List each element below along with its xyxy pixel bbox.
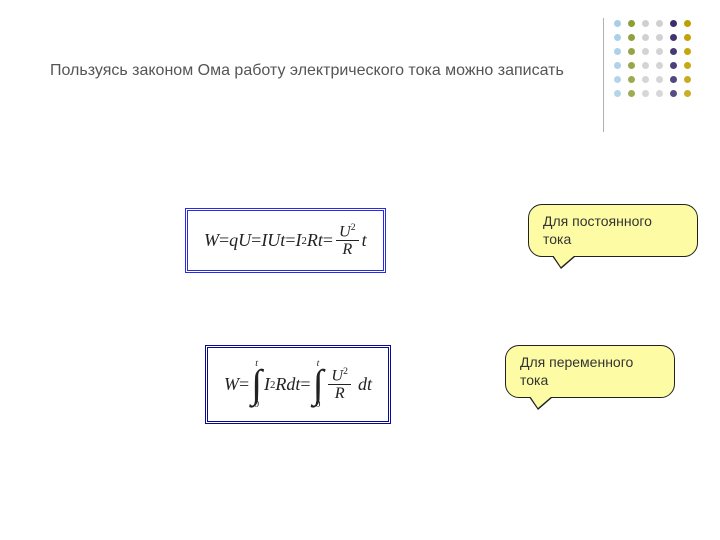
dot [656, 34, 663, 41]
sym-t: t [362, 230, 367, 251]
sym-eq: = [251, 230, 261, 251]
sym-Rdt: Rdt [275, 374, 300, 395]
int-lim-bot: 0 [316, 401, 321, 410]
dot [670, 34, 677, 41]
sym-eq: = [219, 230, 229, 251]
dot [642, 48, 649, 55]
num-sq: 2 [351, 222, 356, 233]
integral-2: t ∫ 0 [313, 360, 324, 409]
dot [670, 62, 677, 69]
sym-W: W [204, 230, 219, 251]
dot [642, 90, 649, 97]
dot [614, 90, 621, 97]
den-R: R [332, 385, 348, 402]
sym-W: W [224, 374, 239, 395]
decorative-divider [603, 18, 604, 132]
num-U: U [331, 366, 343, 384]
dot [656, 76, 663, 83]
dot [628, 34, 635, 41]
callout-dc: Для постоянного тока [528, 204, 698, 257]
dot [628, 48, 635, 55]
sym-eq: = [300, 374, 310, 395]
dot [642, 20, 649, 27]
dot [684, 62, 691, 69]
term-I2Rt: I2Rt [295, 230, 322, 251]
dot-grid-decoration [612, 18, 692, 98]
dot [684, 90, 691, 97]
dot [614, 20, 621, 27]
dot [684, 76, 691, 83]
dot [684, 34, 691, 41]
num-sq: 2 [343, 366, 348, 377]
dot [642, 34, 649, 41]
formula-dc: W = qU = IUt = I2Rt = U2 R t [185, 208, 386, 273]
term-qU: qU [229, 230, 251, 251]
dot [614, 48, 621, 55]
dot [656, 20, 663, 27]
sym-eq: = [239, 374, 249, 395]
dot [684, 48, 691, 55]
dot [642, 76, 649, 83]
dot [656, 48, 663, 55]
dot [628, 90, 635, 97]
dot [642, 62, 649, 69]
dot [670, 76, 677, 83]
formula-ac: W = t ∫ 0 I2Rdt = t ∫ 0 U2 R dt [205, 345, 391, 424]
dot [670, 48, 677, 55]
dot [656, 62, 663, 69]
dot [614, 76, 621, 83]
sym-dt: dt [358, 374, 372, 395]
sym-Rt: Rt [307, 230, 323, 251]
dot [670, 20, 677, 27]
formula-ac-math: W = t ∫ 0 I2Rdt = t ∫ 0 U2 R dt [224, 360, 372, 409]
dot [656, 90, 663, 97]
term-U2R: U2 R [328, 367, 351, 402]
int-lim-bot: 0 [254, 401, 259, 410]
dot [628, 76, 635, 83]
term-I2Rdt: I2Rdt [264, 374, 300, 395]
term-IUt: IUt [261, 230, 285, 251]
sym-eq: = [323, 230, 333, 251]
dot [614, 34, 621, 41]
num-U: U [339, 222, 351, 240]
term-U2R: U2 R [336, 223, 359, 258]
den-R: R [339, 241, 355, 258]
sym-eq: = [285, 230, 295, 251]
dot [628, 62, 635, 69]
dot [684, 20, 691, 27]
dot [670, 90, 677, 97]
slide-title: Пользуясь законом Ома работу электрическ… [50, 62, 564, 80]
dot [628, 20, 635, 27]
dot [614, 62, 621, 69]
formula-dc-math: W = qU = IUt = I2Rt = U2 R t [204, 223, 367, 258]
integral-1: t ∫ 0 [251, 360, 262, 409]
callout-ac: Для переменного тока [505, 345, 675, 398]
